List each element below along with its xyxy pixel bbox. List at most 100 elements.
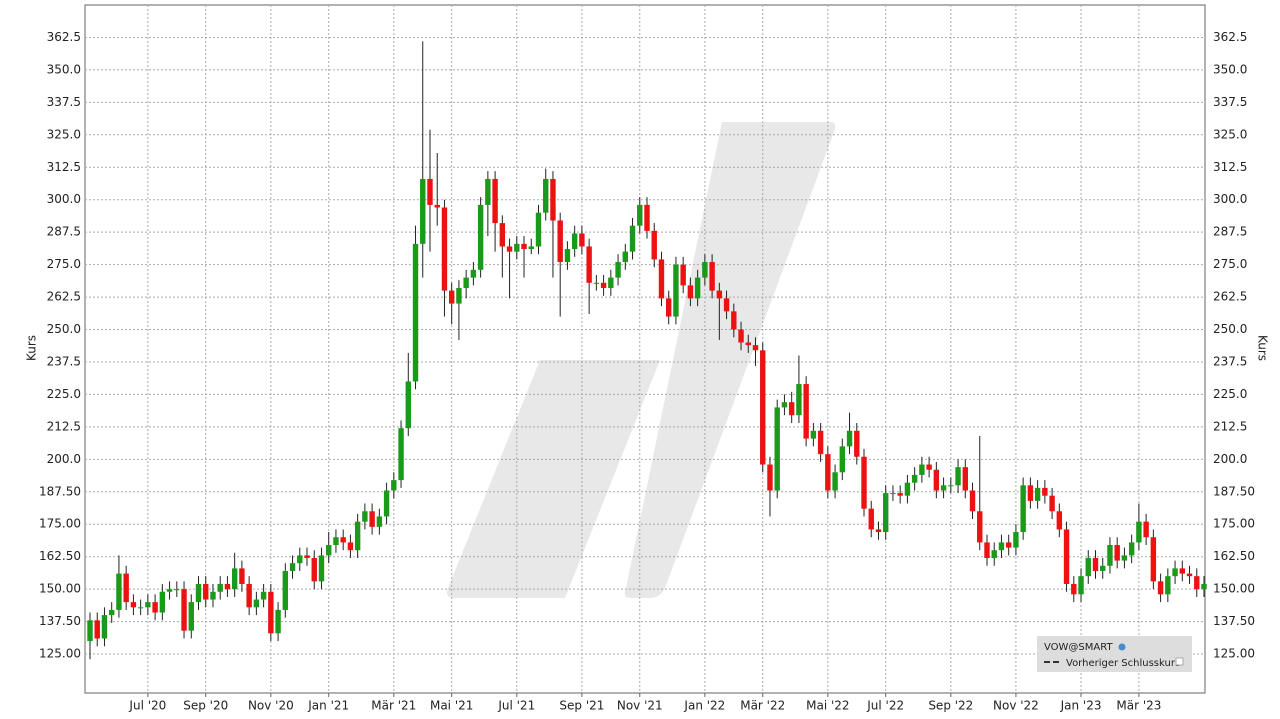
candle-body [369, 511, 375, 527]
candle-body [463, 277, 469, 288]
y-axis-title: Kurs [25, 335, 39, 361]
y-tick-label: 237.5 [47, 354, 81, 368]
candle-body [289, 563, 296, 571]
candle-body [297, 555, 303, 564]
candle-body [854, 430, 860, 457]
candle-body [890, 493, 896, 495]
candle-body [101, 615, 108, 639]
candle-body [405, 381, 411, 429]
candle-body [1013, 532, 1019, 548]
candle-body [1194, 576, 1200, 590]
candle-body [304, 555, 310, 558]
candle-body [680, 264, 686, 286]
candle-body [1071, 583, 1077, 595]
candle-body [275, 609, 281, 634]
candle-body [666, 298, 672, 317]
candle-body [268, 591, 274, 634]
candle-body [579, 233, 585, 247]
candle-body [1114, 545, 1120, 561]
candle-body [940, 485, 947, 491]
candle-body [231, 568, 238, 590]
candle-body [376, 516, 383, 527]
candle-body [637, 204, 643, 226]
y-tick-label: 250.0 [47, 322, 81, 336]
candle-body [1172, 568, 1178, 577]
candle-body [485, 178, 491, 205]
candle-body [904, 482, 911, 496]
candle-body [673, 264, 679, 317]
y-tick-label: 200.0 [47, 452, 81, 466]
y-tick-label-right: 225.0 [1213, 387, 1247, 401]
candle-body [1092, 557, 1099, 571]
x-tick-label: Jan '21 [307, 699, 349, 713]
x-tick-label: Nov '20 [248, 699, 294, 713]
candle-body [1186, 573, 1193, 577]
candle-body [217, 583, 223, 592]
candle-body [535, 212, 542, 247]
x-tick-label: Sep '22 [928, 699, 973, 713]
candle-body [738, 329, 744, 343]
x-tick-label: Jul '21 [497, 699, 535, 713]
y-tick-label-right: 212.5 [1213, 419, 1247, 433]
candle-body [492, 178, 498, 224]
candle-body [998, 542, 1005, 551]
candle-body [87, 620, 93, 642]
candle-body [658, 259, 665, 299]
candle-body [1157, 581, 1164, 595]
y-tick-label-right: 300.0 [1213, 192, 1247, 206]
candle-body [629, 225, 636, 252]
x-tick-label: Jul '22 [866, 699, 904, 713]
y-tick-label: 137.50 [39, 614, 81, 628]
candle-body [651, 230, 657, 260]
candle-body [745, 342, 751, 346]
y-tick-label-right: 262.5 [1213, 290, 1247, 304]
candle-body [752, 345, 759, 351]
x-tick-label: Mai '21 [430, 699, 473, 713]
x-tick-label: Jan '23 [1060, 699, 1102, 713]
y-tick-label: 300.0 [47, 192, 81, 206]
candle-body [774, 407, 780, 491]
candle-body [109, 609, 115, 616]
candle-body [564, 249, 571, 263]
candle-body [933, 469, 940, 491]
candle-body [420, 178, 426, 244]
y-tick-label: 262.5 [47, 290, 81, 304]
candle-body [477, 204, 484, 270]
candle-body [839, 446, 846, 473]
candle-body [796, 384, 802, 416]
candle-body [210, 591, 216, 600]
y-tick-label: 362.5 [47, 30, 81, 44]
candle-body [955, 467, 961, 486]
candle-body [528, 246, 534, 250]
candle-body [716, 290, 723, 299]
y-tick-label-right: 325.0 [1213, 127, 1247, 141]
legend-series: VOW@SMART [1044, 642, 1113, 653]
y-tick-label-right: 187.50 [1213, 484, 1255, 498]
x-tick-label: Nov '22 [993, 699, 1039, 713]
candle-body [239, 568, 245, 584]
candle-body [398, 428, 404, 481]
candle-body [543, 178, 549, 213]
x-tick-label: Mai '22 [806, 699, 849, 713]
candle-body [760, 350, 766, 465]
candle-body [521, 243, 527, 250]
y-tick-label-right: 125.00 [1213, 647, 1255, 661]
y-tick-label: 212.5 [47, 419, 81, 433]
candle-body [318, 555, 325, 582]
candle-body [203, 583, 209, 600]
y-tick-label-right: 237.5 [1213, 354, 1247, 368]
candle-body [174, 589, 180, 591]
candle-body [383, 490, 390, 517]
candle-body [781, 402, 788, 408]
candle-body [412, 243, 419, 382]
y-tick-label: 162.50 [39, 549, 81, 563]
candle-body [326, 545, 332, 556]
candle-body [1165, 576, 1171, 595]
candle-body [246, 583, 252, 608]
candle-body [224, 583, 231, 590]
y-tick-label-right: 312.5 [1213, 160, 1247, 174]
candle-body [159, 591, 166, 613]
candle-body [116, 573, 122, 610]
candle-body [608, 277, 614, 288]
